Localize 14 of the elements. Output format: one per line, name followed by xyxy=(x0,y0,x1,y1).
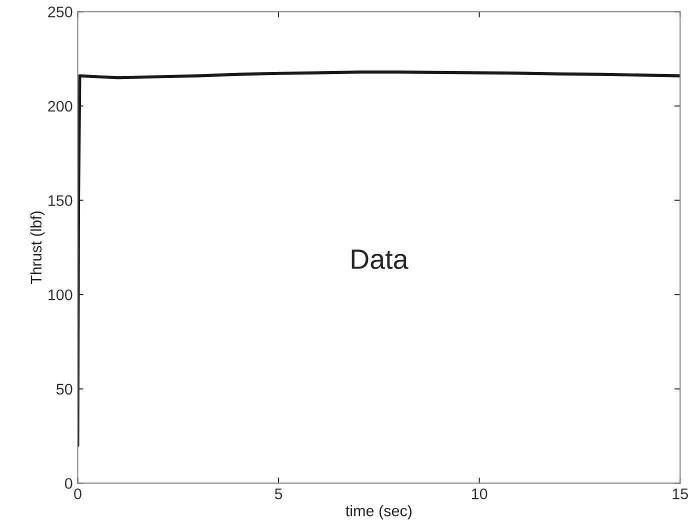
y-tick-label: 0 xyxy=(64,478,72,489)
line-series xyxy=(78,70,680,448)
x-axis-title: time (sec) xyxy=(346,505,412,520)
y-tick-label: 150 xyxy=(48,195,72,206)
x-tick-label: 0 xyxy=(74,488,82,500)
x-tick-label: 5 xyxy=(274,488,282,500)
y-tick-label: 250 xyxy=(48,6,72,18)
y-tick-label: 200 xyxy=(48,100,72,112)
x-tick-label: 10 xyxy=(472,488,488,500)
annotation: Data xyxy=(352,250,408,270)
y-axis-title: Thrust (lbf) xyxy=(30,211,45,284)
x-tick-label: 15 xyxy=(672,488,688,500)
y-tick-label: 50 xyxy=(56,384,72,395)
y-tick-label: 100 xyxy=(48,289,72,300)
